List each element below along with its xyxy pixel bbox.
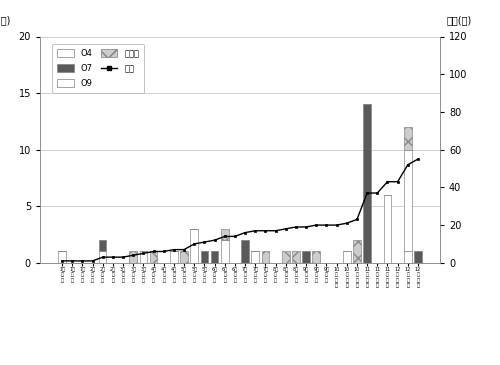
Bar (200, 251, 208, 263)
Bar (242, 240, 249, 263)
Bar (221, 229, 228, 240)
Bar (404, 251, 411, 263)
Bar (302, 251, 310, 263)
Bar (282, 251, 290, 263)
Bar (180, 251, 188, 263)
Bar (58, 251, 66, 263)
Bar (404, 127, 411, 150)
Bar (211, 251, 218, 263)
Bar (353, 240, 361, 263)
Bar (130, 251, 137, 263)
Bar (170, 251, 177, 263)
Bar (99, 240, 106, 251)
Bar (150, 251, 158, 263)
Bar (312, 251, 320, 263)
Text: 累計(人): 累計(人) (447, 15, 472, 26)
Bar (262, 251, 269, 263)
Legend: O4, O7, O9, その他, 累計: O4, O7, O9, その他, 累計 (52, 44, 144, 93)
Bar (364, 104, 371, 263)
Bar (190, 229, 198, 263)
Bar (404, 150, 411, 251)
Bar (140, 251, 147, 263)
Bar (384, 195, 392, 263)
Bar (292, 251, 300, 263)
Bar (221, 240, 228, 263)
Bar (99, 251, 106, 263)
Bar (414, 251, 422, 263)
Text: 数(人): 数(人) (0, 15, 11, 26)
Bar (252, 251, 259, 263)
Bar (343, 251, 350, 263)
